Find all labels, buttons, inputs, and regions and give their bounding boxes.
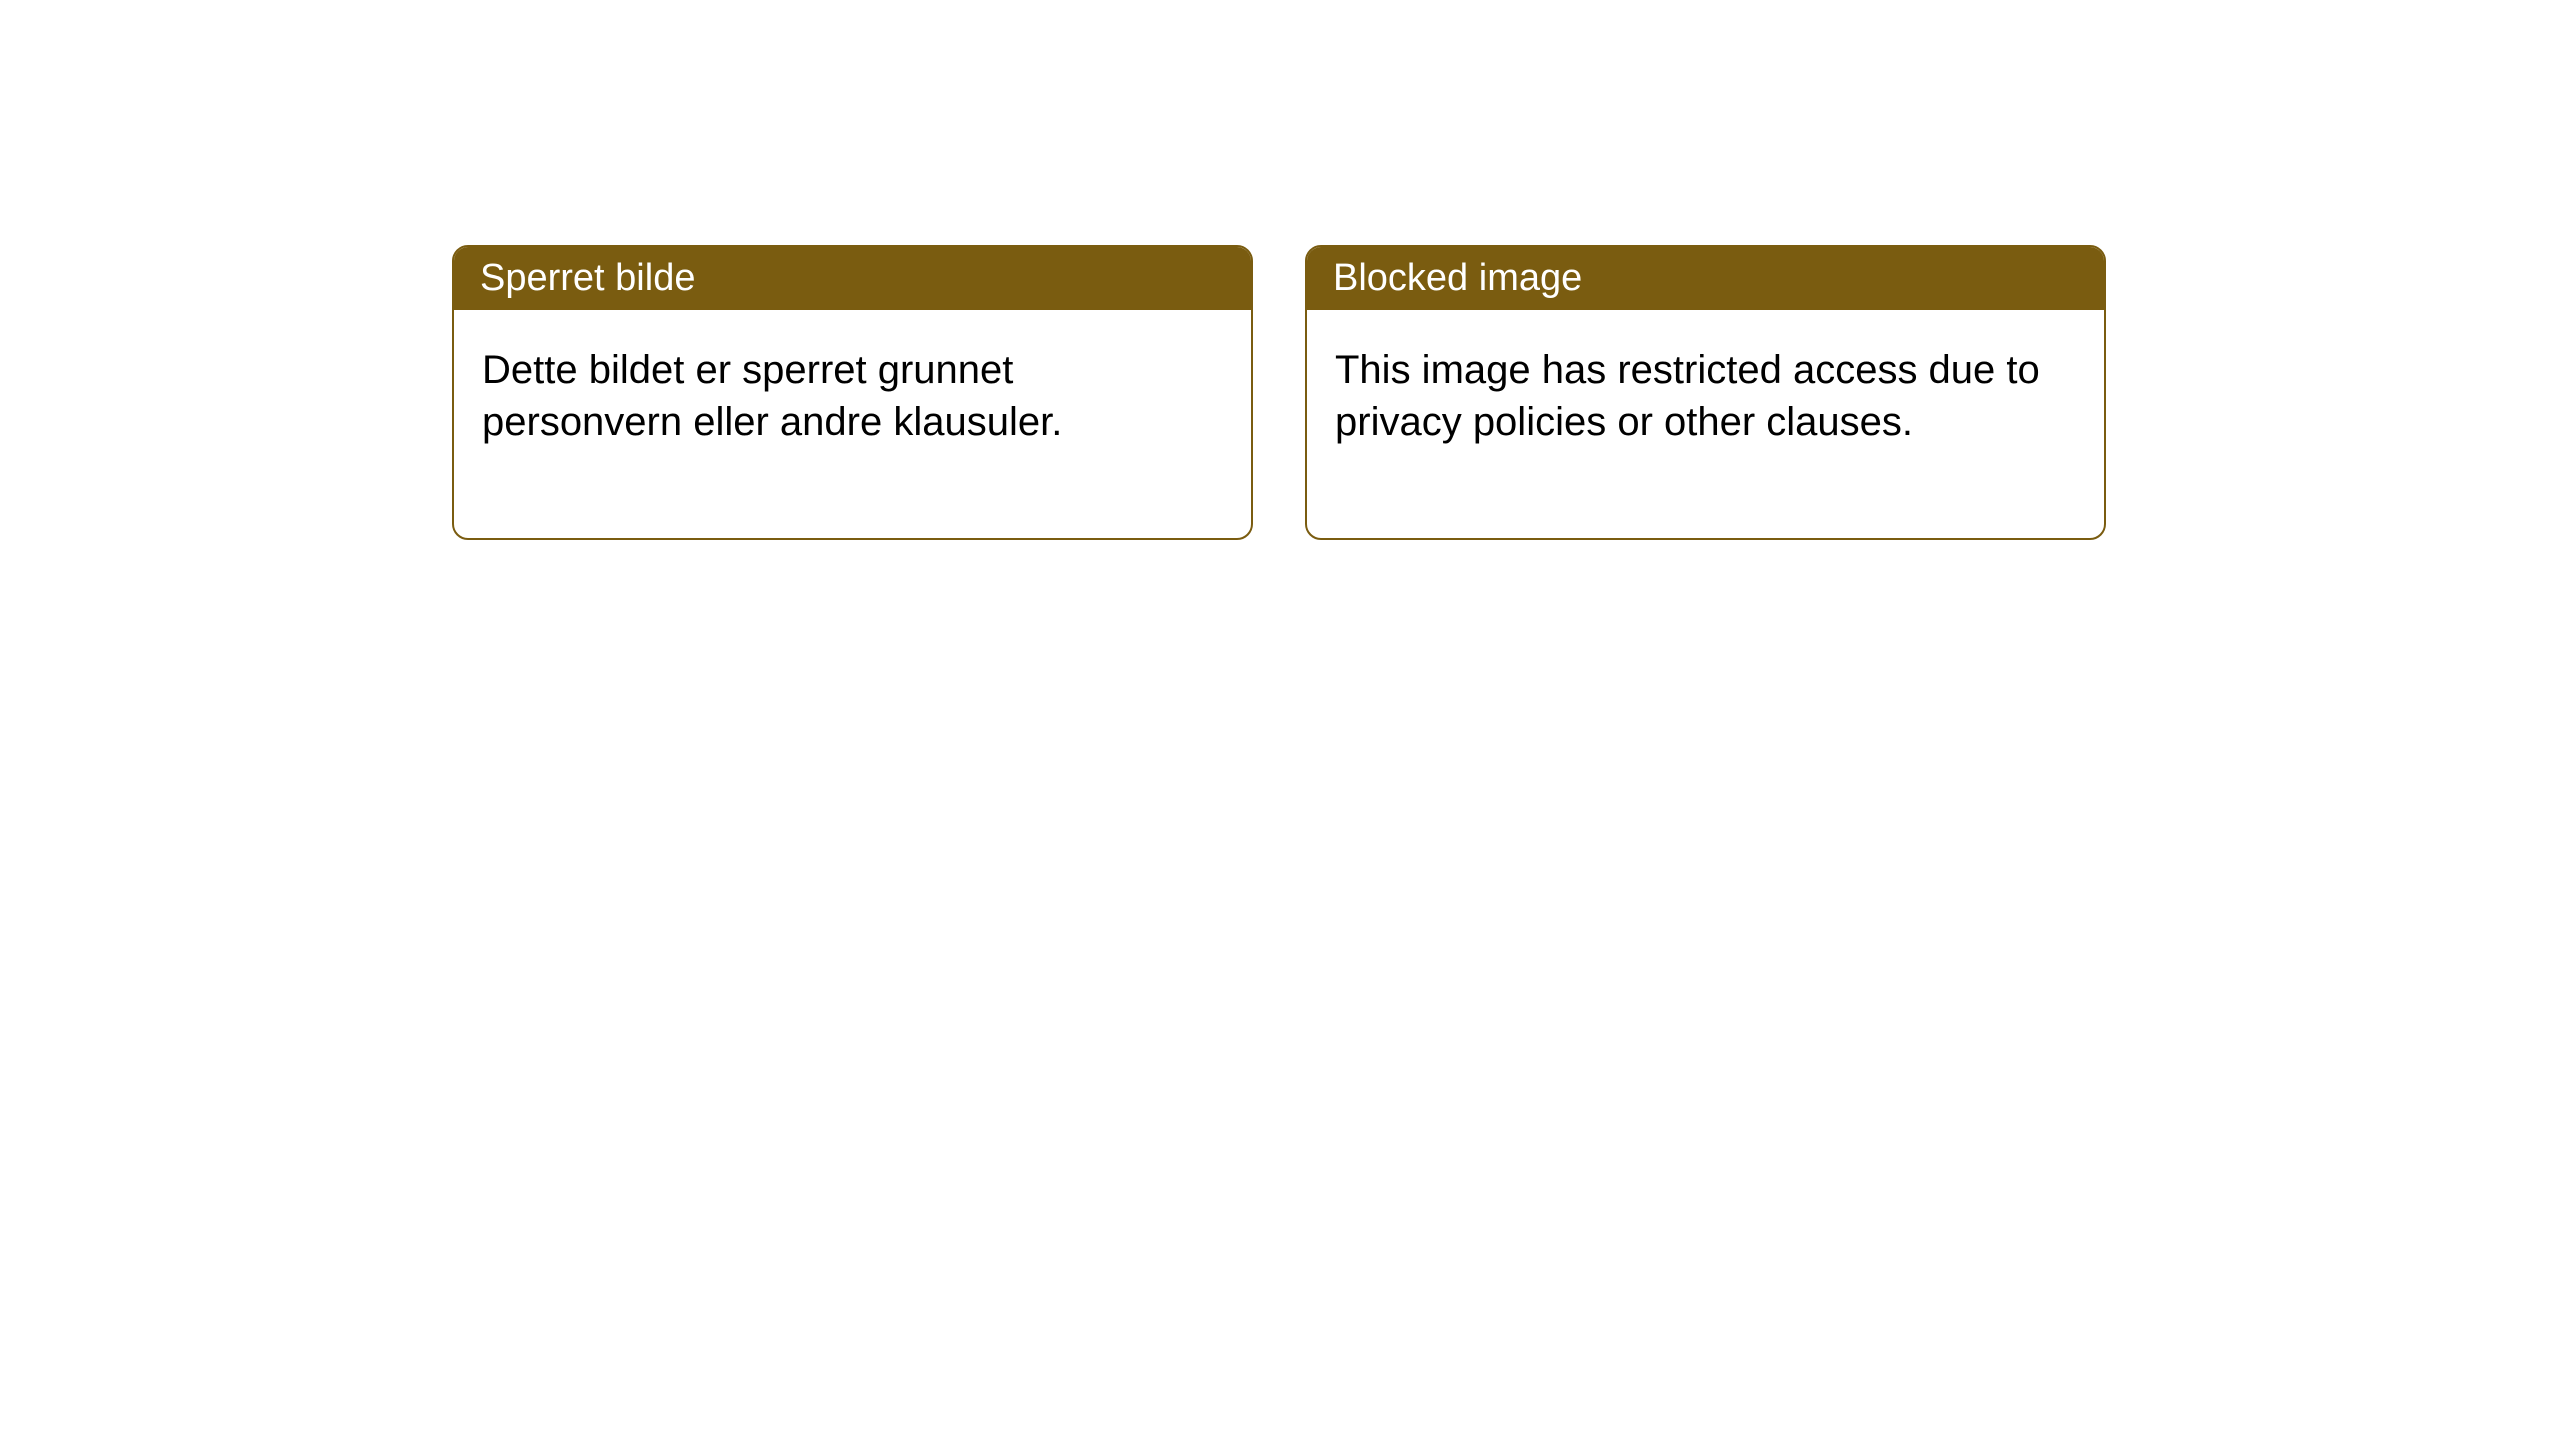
blocked-image-card-no: Sperret bilde Dette bildet er sperret gr… [452, 245, 1253, 540]
card-title: Blocked image [1333, 257, 1582, 299]
card-title: Sperret bilde [480, 257, 695, 299]
card-header: Sperret bilde [454, 247, 1251, 310]
card-body: Dette bildet er sperret grunnet personve… [454, 310, 1251, 538]
card-body-text: This image has restricted access due to … [1335, 348, 2040, 444]
card-body: This image has restricted access due to … [1307, 310, 2104, 538]
blocked-image-card-en: Blocked image This image has restricted … [1305, 245, 2106, 540]
card-header: Blocked image [1307, 247, 2104, 310]
card-body-text: Dette bildet er sperret grunnet personve… [482, 348, 1062, 444]
card-container: Sperret bilde Dette bildet er sperret gr… [0, 0, 2560, 540]
